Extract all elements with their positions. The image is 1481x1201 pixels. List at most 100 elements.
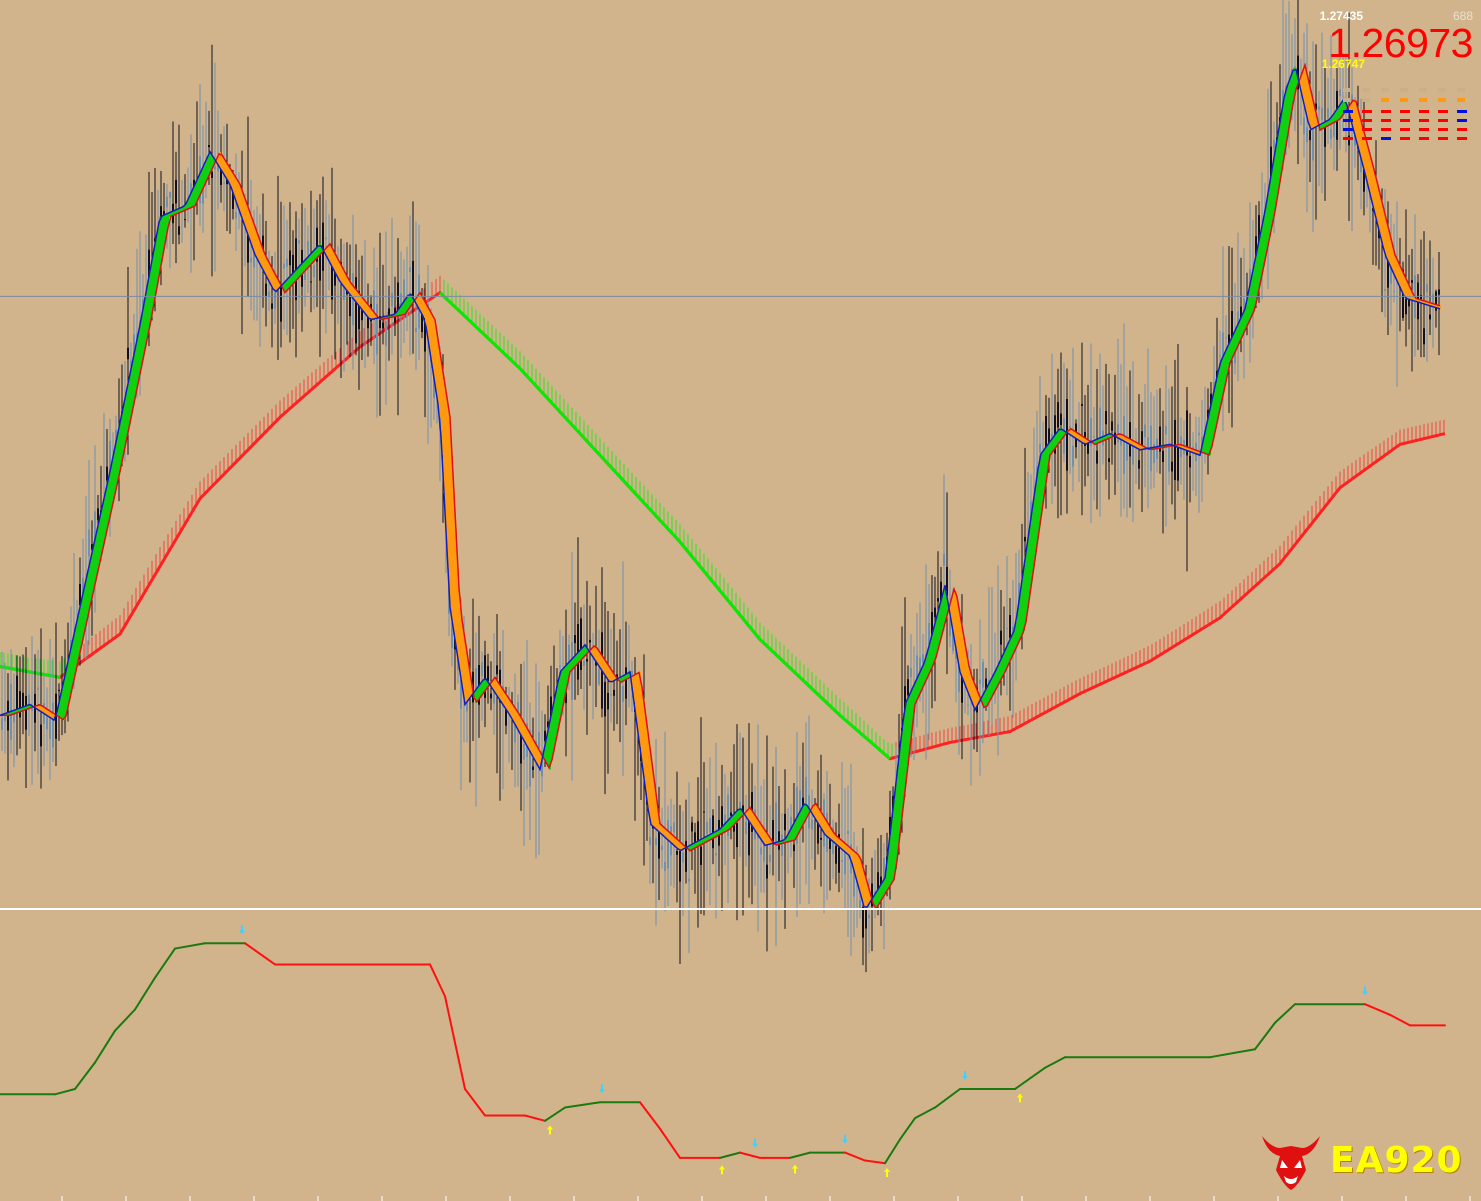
candle-body: [25, 695, 27, 730]
candle-body: [1111, 421, 1113, 431]
candle-body: [451, 622, 453, 649]
candle-body: [1087, 442, 1089, 454]
matrix-header: [1381, 88, 1389, 92]
down-arrow-icon: [599, 1084, 605, 1094]
matrix-header: [1362, 88, 1370, 92]
oscillator-segment: [739, 1151, 761, 1159]
candle-body: [184, 219, 186, 221]
candle-body: [616, 674, 618, 679]
candle-body: [349, 295, 351, 317]
candle-body: [922, 654, 924, 664]
candle-body: [934, 607, 936, 618]
candle-body: [1237, 311, 1239, 330]
candle-body: [1165, 425, 1167, 435]
candle-body: [700, 846, 702, 865]
oscillator-segment: [134, 976, 156, 1011]
candle-body: [88, 529, 90, 557]
candle-body: [1192, 446, 1194, 450]
candle-body: [1297, 55, 1299, 90]
candle-body: [574, 635, 576, 644]
candle-body: [424, 307, 426, 352]
matrix-header: [1419, 88, 1427, 92]
matrix-cell: [1419, 98, 1427, 102]
candle-body: [403, 279, 405, 306]
candle-body: [1315, 103, 1317, 110]
candle-body: [367, 311, 369, 329]
candle-body: [1138, 460, 1140, 469]
candle-body: [322, 222, 324, 271]
candle-body: [460, 679, 462, 709]
candle-body: [385, 321, 387, 346]
oscillator-segment: [1274, 1003, 1296, 1024]
candle-body: [355, 277, 357, 344]
oscillator-segment: [1364, 1003, 1391, 1016]
matrix-cell: [1457, 98, 1465, 102]
candle-body: [676, 850, 678, 855]
oscillator-segment: [844, 1151, 866, 1162]
candle-body: [91, 544, 93, 550]
candle-body: [628, 670, 630, 672]
candle-body: [745, 821, 747, 835]
candle-body: [286, 258, 288, 267]
candle-body: [358, 290, 360, 330]
candle-body: [280, 287, 282, 322]
candle-body: [202, 182, 204, 204]
candle-body: [493, 690, 495, 704]
candle-body: [1168, 445, 1170, 472]
candle-body: [1348, 135, 1350, 146]
matrix-signal: [1343, 128, 1353, 131]
candle-body: [1159, 426, 1161, 452]
candle-body: [571, 642, 573, 700]
candle-body: [58, 689, 60, 691]
candle-body: [388, 308, 390, 315]
candle-body: [853, 868, 855, 897]
candle-body: [16, 675, 18, 713]
matrix-signal: [1362, 110, 1372, 113]
candle-body: [304, 271, 306, 280]
candle-body: [316, 227, 318, 262]
candle-body: [760, 847, 762, 855]
fast-ma-line: [0, 68, 1441, 908]
candle-body: [1312, 102, 1314, 161]
candle-body: [1327, 108, 1329, 118]
candle-body: [208, 145, 210, 148]
candle-body: [1318, 106, 1320, 110]
candle-body: [289, 250, 291, 266]
candle-body: [613, 689, 615, 696]
matrix-signal: [1381, 128, 1391, 131]
candle-body: [1093, 436, 1095, 438]
oscillator-segment: [464, 1088, 486, 1117]
candle-body: [127, 347, 129, 360]
candle-body: [667, 819, 669, 869]
candle-body: [28, 694, 30, 710]
matrix-signal: [1457, 137, 1467, 140]
candle-body: [52, 702, 54, 748]
candle-body: [1174, 419, 1176, 481]
candle-body: [1255, 236, 1257, 266]
candle-body: [1387, 253, 1389, 288]
oscillator-segment: [54, 1088, 76, 1096]
candle-body: [838, 834, 840, 873]
candle-body: [949, 617, 951, 637]
candle-body: [622, 686, 624, 702]
candle-body: [397, 282, 399, 316]
candle-body: [589, 639, 591, 643]
candle-body: [319, 250, 321, 281]
candle-body: [910, 668, 912, 678]
candle-body: [1306, 127, 1308, 143]
candle-body: [274, 292, 276, 309]
candle-body: [793, 844, 795, 852]
oscillator-segment: [1254, 1021, 1276, 1051]
candle-body: [19, 691, 21, 718]
candle-body: [517, 702, 519, 714]
candle-body: [400, 293, 402, 311]
candle-body: [694, 832, 696, 844]
candle-body: [1405, 298, 1407, 315]
candle-body: [169, 191, 171, 198]
candle-body: [607, 692, 609, 710]
candle-body: [1303, 117, 1305, 135]
candle-body: [883, 857, 885, 896]
candle-body: [763, 829, 765, 862]
candle-body: [979, 679, 981, 685]
candles: [1, 0, 1440, 973]
